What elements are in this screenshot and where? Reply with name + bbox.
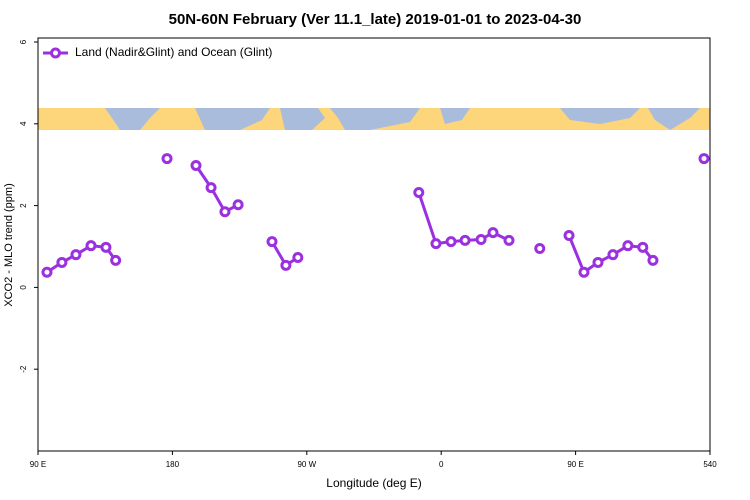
data-point [219, 206, 231, 218]
y-axis-label: XCO2 - MLO trend (ppm) [3, 183, 15, 306]
data-point [110, 254, 122, 266]
data-point [413, 187, 425, 199]
data-point [41, 266, 53, 278]
data-point [56, 256, 68, 268]
data-point [280, 259, 292, 271]
map-band [38, 108, 710, 130]
data-point [292, 252, 304, 264]
data-point [487, 227, 499, 239]
y-tick-label: -2 [19, 365, 28, 373]
data-point [205, 182, 217, 194]
data-point [503, 234, 515, 246]
y-tick-label: 4 [19, 121, 28, 126]
data-point [592, 256, 604, 268]
plot-frame [37, 37, 711, 452]
data-point [70, 249, 82, 261]
data-point [161, 153, 173, 165]
x-axis-label: Longitude (deg E) [326, 476, 421, 490]
y-tick-label: 2 [19, 203, 28, 208]
chart-title: 50N-60N February (Ver 11.1_late) 2019-01… [169, 11, 582, 28]
data-point [637, 241, 649, 253]
data-point [578, 266, 590, 278]
data-point [475, 234, 487, 246]
series-line [194, 164, 239, 214]
data-point [622, 240, 634, 252]
data-point [534, 243, 546, 255]
legend-label: Land (Nadir&Glint) and Ocean (Glint) [75, 45, 272, 59]
data-point [232, 199, 244, 211]
x-tick-label: 180 [166, 460, 180, 469]
data-point [190, 160, 202, 172]
legend: Land (Nadir&Glint) and Ocean (Glint) [43, 45, 272, 59]
data-point [445, 236, 457, 248]
data-point [266, 236, 278, 248]
data-point [100, 241, 112, 253]
y-tick-label: 6 [19, 39, 28, 44]
x-tick-label: 0 [439, 460, 444, 469]
data-point [459, 234, 471, 246]
x-tick-label: 540 [703, 460, 717, 469]
data-point [85, 240, 97, 252]
data-point [647, 254, 659, 266]
x-tick-label: 90 E [567, 460, 583, 469]
data-point [563, 229, 575, 241]
legend-marker [50, 47, 61, 59]
data-point [698, 153, 710, 165]
x-tick-label: 90 W [297, 460, 316, 469]
data-point [607, 249, 619, 261]
data-point [430, 238, 442, 250]
y-tick-label: 0 [19, 285, 28, 290]
x-tick-label: 90 E [30, 460, 46, 469]
